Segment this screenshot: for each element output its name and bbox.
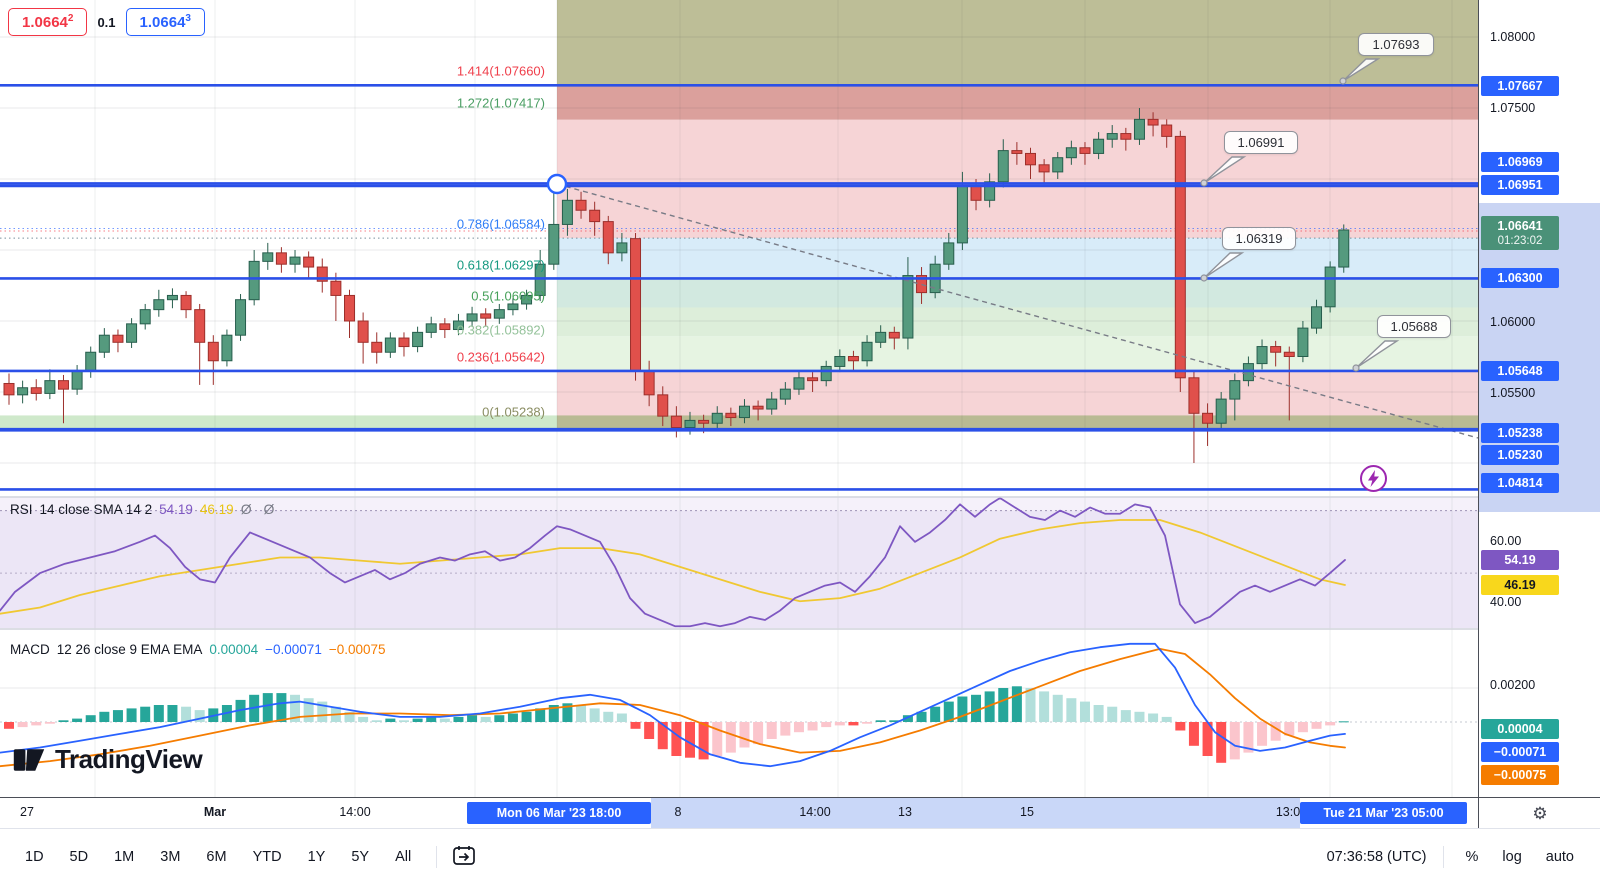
- axis-time-label: 13:0: [1275, 805, 1301, 819]
- axis-time-label: 14:00: [339, 805, 371, 819]
- axis-price-label: 60.00: [1490, 534, 1522, 548]
- range-button-3m[interactable]: 3M: [160, 849, 181, 865]
- axis-price-label: 1.06000: [1490, 315, 1536, 329]
- rsi-sma-value: 46.19: [199, 502, 234, 517]
- macd-signal-value: −0.00075: [328, 642, 386, 657]
- axis-price-badge: 46.19: [1481, 575, 1559, 595]
- axis-price-badge: 1.06969: [1481, 152, 1559, 172]
- axis-price-badge: 1.06300: [1481, 268, 1559, 288]
- tradingview-logo-mark: [13, 748, 45, 771]
- fib-label: 0.618(1.06297): [456, 257, 545, 273]
- axis-time-label: Mar: [203, 805, 227, 819]
- range-button-5y[interactable]: 5Y: [351, 849, 370, 865]
- bottom-toolbar: 1D 5D 1M 3M 6M YTD 1Y 5Y All 07:36:58 (UTC) % lo…: [0, 828, 1600, 896]
- axis-time-badge: Mon 06 Mar '23 18:00: [467, 802, 651, 824]
- time-axis[interactable]: 27 Mar 14:00 8 14:00 13 15 13:0 Mon 06 Mar '23 1…: [0, 797, 1478, 829]
- axis-price-badge: 1.06951: [1481, 175, 1559, 195]
- fib-label: 0.382(1.05892): [456, 322, 545, 338]
- price-callout[interactable]: 1.05688: [1377, 315, 1451, 338]
- gear-icon[interactable]: ⚙: [1532, 803, 1548, 823]
- tradingview-logo[interactable]: TradingView: [12, 744, 203, 775]
- selected-range-highlight: [651, 798, 1300, 829]
- axis-time-label: 27: [20, 805, 34, 819]
- axis-time-label: 15: [1020, 805, 1034, 819]
- clock-utc[interactable]: 07:36:58 (UTC): [1326, 849, 1427, 865]
- range-buttons: 1D 5D 1M 3M 6M YTD 1Y 5Y All: [14, 842, 477, 872]
- axis-time-label: 13: [898, 805, 912, 819]
- price-callout[interactable]: 1.07693: [1358, 33, 1434, 56]
- axis-price-label: 1.05500: [1490, 386, 1536, 400]
- auto-scale-button[interactable]: auto: [1545, 849, 1574, 865]
- sell-price-button[interactable]: 1.06642: [8, 8, 88, 36]
- range-button-6m[interactable]: 6M: [206, 849, 227, 865]
- axis-price-label: 1.07500: [1490, 101, 1536, 115]
- fib-label: 0.786(1.06584): [456, 216, 545, 232]
- rsi-value: 54.19: [159, 502, 193, 517]
- rsi-visibility-toggles[interactable]: Ø Ø: [240, 501, 279, 517]
- toolbar-right: 07:36:58 (UTC) % log auto: [1327, 842, 1586, 872]
- range-button-all[interactable]: All: [395, 849, 412, 865]
- range-button-1d[interactable]: 1D: [25, 849, 44, 865]
- rsi-title: RSI: [10, 502, 33, 517]
- chart-canvas[interactable]: [0, 0, 1478, 797]
- fib-label: 1.414(1.07660): [456, 63, 545, 79]
- fib-label: 1.272(1.07417): [456, 95, 545, 111]
- tradingview-logo-text: TradingView: [55, 744, 203, 774]
- axis-price-badge: 0.00004: [1481, 719, 1559, 739]
- go-to-date-icon[interactable]: [451, 842, 477, 872]
- bid-price: 1.0664: [22, 14, 68, 31]
- axis-price-badge: 1.05238: [1481, 423, 1559, 443]
- lightning-alert-icon[interactable]: [1358, 463, 1389, 494]
- range-button-1y[interactable]: 1Y: [307, 849, 326, 865]
- toolbar-divider: [1442, 846, 1444, 868]
- bid-price-sup: 2: [67, 13, 74, 24]
- axis-time-label: 8: [674, 805, 682, 819]
- axis-time-label: 14:00: [799, 805, 831, 819]
- macd-params: 12 26 close 9 EMA EMA: [56, 642, 203, 657]
- range-button-1m[interactable]: 1M: [114, 849, 135, 865]
- ask-price-sup: 3: [185, 13, 191, 24]
- macd-line-value: −0.00071: [265, 642, 322, 657]
- price-callout[interactable]: 1.06319: [1222, 227, 1296, 250]
- quote-bar: 1.06642 0.1 1.06643: [8, 8, 205, 36]
- axis-settings-corner: ⚙: [1478, 797, 1600, 829]
- fib-label: 0(1.05238): [482, 404, 545, 420]
- ask-price: 1.0664: [139, 14, 186, 31]
- axis-price-badge: 1.05648: [1481, 361, 1559, 381]
- axis-price-label: 40.00: [1490, 595, 1522, 609]
- axis-price-label: 0.00200: [1490, 678, 1536, 692]
- axis-price-label: 1.08000: [1490, 30, 1536, 44]
- toolbar-divider: [436, 846, 438, 868]
- fib-label: 0.5(1.06095): [471, 288, 545, 304]
- axis-price-badge: 54.19: [1481, 550, 1559, 570]
- range-button-5d[interactable]: 5D: [69, 849, 89, 865]
- percent-scale-button[interactable]: %: [1465, 849, 1479, 865]
- axis-price-badge: 1.06641 01:23:02: [1481, 216, 1559, 250]
- rsi-params: 14 close SMA 14 2: [39, 502, 153, 517]
- price-callout[interactable]: 1.06991: [1224, 131, 1298, 154]
- axis-price-badge: −0.00071: [1481, 742, 1559, 762]
- log-scale-button[interactable]: log: [1502, 849, 1522, 865]
- macd-title: MACD: [10, 642, 50, 657]
- rsi-legend[interactable]: RSI 14 close SMA 14 2 54.19 46.19 Ø Ø: [10, 501, 278, 517]
- price-axis[interactable]: 1.08000 1.07667 1.07500 1.06969 1.06951 1.066…: [1478, 0, 1600, 797]
- macd-legend[interactable]: MACD 12 26 close 9 EMA EMA 0.00004 −0.00…: [10, 642, 386, 657]
- axis-price-badge: 1.05230: [1481, 445, 1559, 465]
- axis-price-badge: 1.07667: [1481, 76, 1559, 96]
- spread-value: 0.1: [97, 14, 116, 30]
- macd-hist-value: 0.00004: [209, 642, 259, 657]
- range-button-ytd[interactable]: YTD: [252, 849, 282, 865]
- fib-label: 0.236(1.05642): [456, 349, 545, 365]
- axis-price-badge: 1.04814: [1481, 473, 1559, 493]
- axis-time-badge: Tue 21 Mar '23 05:00: [1300, 802, 1467, 824]
- buy-price-button[interactable]: 1.06643: [125, 8, 205, 36]
- axis-price-badge: −0.00075: [1481, 765, 1559, 785]
